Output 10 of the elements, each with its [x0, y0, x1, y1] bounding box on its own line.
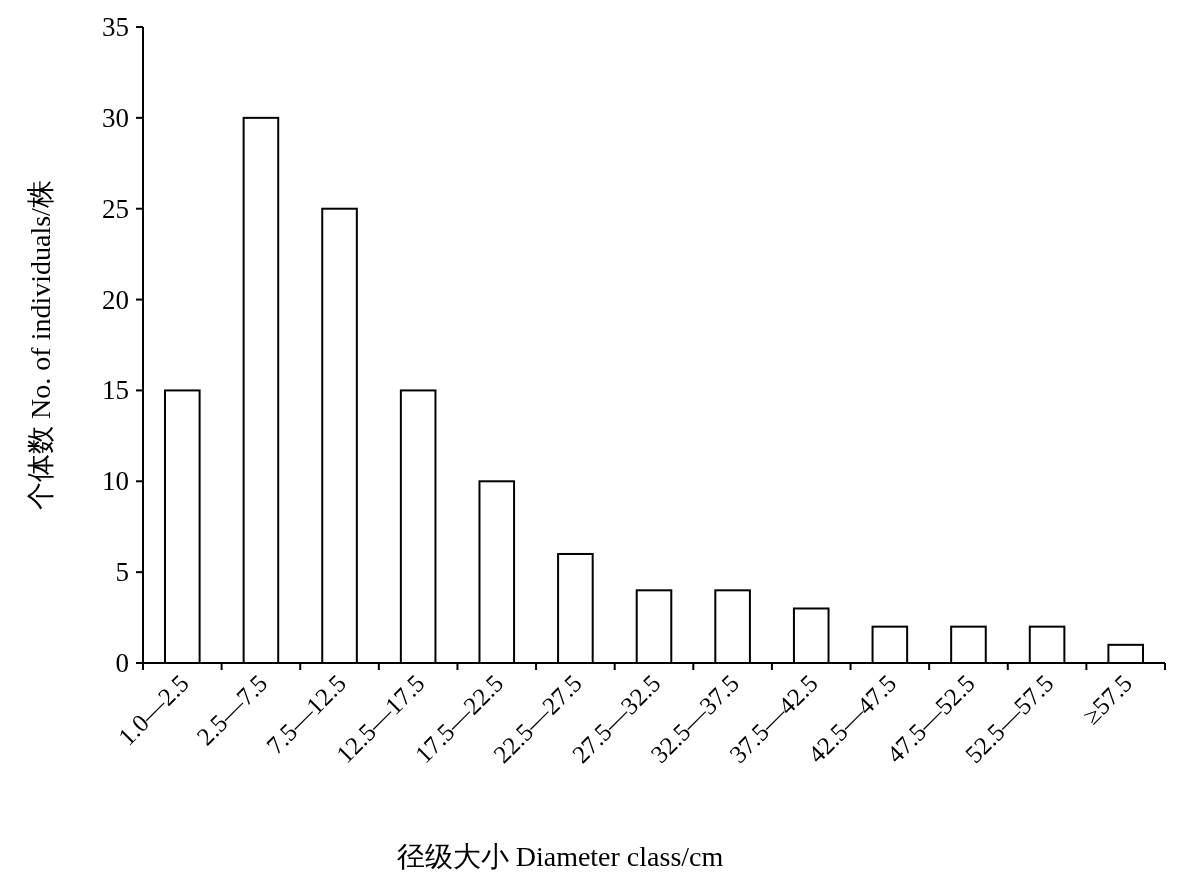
y-tick-label: 25: [102, 193, 129, 224]
y-axis-title: 个体数 No. of individuals/株: [25, 180, 56, 510]
y-tick-label: 5: [115, 557, 129, 588]
y-tick-label: 30: [102, 102, 129, 133]
y-tick-label: 15: [102, 375, 129, 406]
y-tick-label: 35: [102, 12, 129, 42]
y-tick-label: 20: [102, 284, 129, 315]
y-tick-label: 0: [115, 648, 129, 678]
y-tick-label: 10: [102, 466, 129, 497]
x-axis-title: 径级大小 Diameter class/cm: [396, 841, 724, 872]
